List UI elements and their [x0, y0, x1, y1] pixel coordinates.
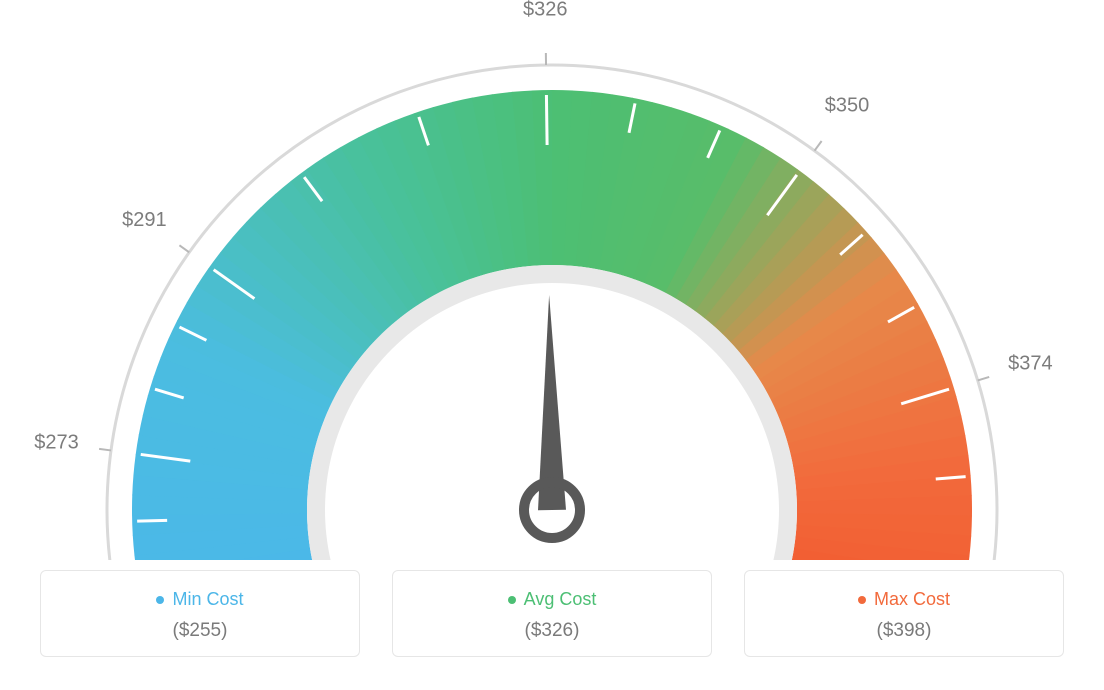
- legend-card: Max Cost ($398): [744, 570, 1064, 657]
- gauge-chart: $255$273$291$326$350$374$398: [0, 0, 1104, 560]
- legend-title: Avg Cost: [508, 589, 597, 610]
- legend-dot-icon: [858, 596, 866, 604]
- legend-title: Max Cost: [858, 589, 950, 610]
- gauge-tick-label: $291: [122, 209, 167, 231]
- legend-title-text: Min Cost: [172, 589, 243, 610]
- legend-dot-icon: [508, 596, 516, 604]
- gauge-svg: $255$273$291$326$350$374$398: [0, 0, 1104, 560]
- legend-dot-icon: [156, 596, 164, 604]
- gauge-tick-label: $374: [1008, 353, 1053, 375]
- legend-title-text: Max Cost: [874, 589, 950, 610]
- legend-card: Avg Cost ($326): [392, 570, 712, 657]
- gauge-tick-label: $350: [825, 95, 870, 117]
- legend-row: Min Cost ($255) Avg Cost ($326) Max Cost ($39…: [0, 570, 1104, 657]
- legend-title-text: Avg Cost: [524, 589, 597, 610]
- legend-card: Min Cost ($255): [40, 570, 360, 657]
- legend-value: ($255): [51, 620, 349, 642]
- legend-title: Min Cost: [156, 589, 243, 610]
- gauge-tick-label: $326: [523, 0, 568, 20]
- legend-value: ($326): [403, 620, 701, 642]
- legend-value: ($398): [755, 620, 1053, 642]
- gauge-tick-label: $273: [34, 431, 79, 453]
- gauge-needle: [524, 295, 580, 538]
